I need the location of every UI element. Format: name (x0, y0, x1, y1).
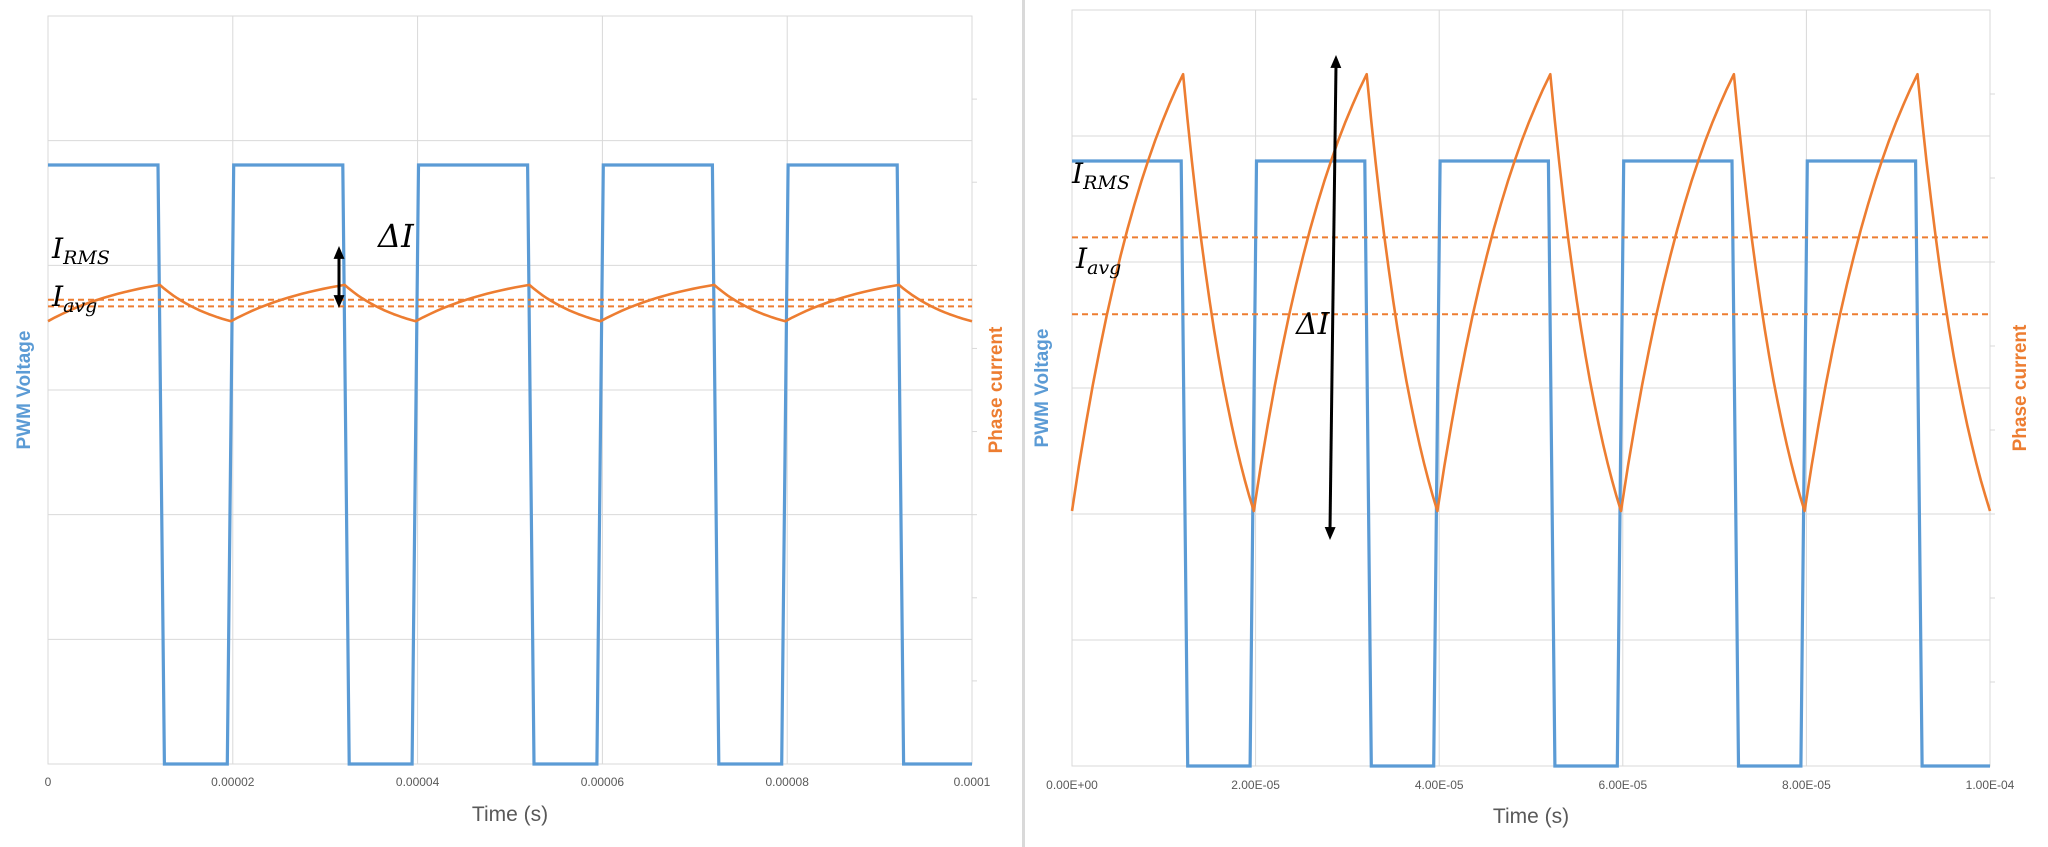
x-tick-label: 1.00E-04 (1966, 778, 2015, 792)
delta-arrow-head (1324, 527, 1336, 540)
panel-divider (1022, 0, 1025, 847)
delta-arrow-shaft (1328, 64, 1338, 531)
right-chart: 0.00E+00 2.00E-05 4.00E-05 6.00E-05 8.00E-05… (1032, 9, 2031, 828)
rms-label: IRMS (51, 232, 110, 269)
delta-arrow-head (1330, 55, 1342, 68)
x-tick-label: 0.00006 (581, 775, 625, 789)
x-tick-label: 6.00E-05 (1598, 778, 1647, 792)
delta-label: ΔI (1295, 307, 1331, 342)
y-axis-title-voltage: PWM Voltage (14, 331, 35, 450)
left-chart-panel: 0 0.00002 0.00004 0.00006 0.00008 0.0001 Time … (0, 0, 1022, 847)
right-chart-panel: 0.00E+00 2.00E-05 4.00E-05 6.00E-05 8.00E-05… (1025, 0, 2048, 847)
x-tick-label: 0.00008 (766, 775, 810, 789)
x-tick-label: 2.00E-05 (1231, 778, 1280, 792)
x-tick-label: 4.00E-05 (1415, 778, 1464, 792)
x-axis-title: Time (s) (1493, 805, 1569, 828)
avg-label: Iavg (1075, 242, 1121, 279)
x-tick-label: 0.0001 (954, 775, 991, 789)
rms-label: IRMS (1071, 157, 1130, 194)
x-tick-label: 0.00E+00 (1046, 778, 1098, 792)
avg-label: Iavg (51, 280, 97, 317)
pwm-voltage-series (48, 163, 972, 766)
x-tick-label: 8.00E-05 (1782, 778, 1831, 792)
phase-current-series (1070, 72, 1992, 513)
delta-label: ΔI (376, 217, 415, 255)
pwm-voltage-series (1072, 159, 1990, 768)
phase-current-series (47, 283, 973, 323)
delta-arrow-head (333, 246, 345, 259)
x-tick-label: 0 (45, 775, 52, 789)
delta-arrow-head (333, 295, 345, 308)
x-tick-label: 0.00004 (396, 775, 440, 789)
y-axis-title-current: Phase current (2010, 324, 2031, 451)
y-axis-title-current: Phase current (986, 326, 1007, 453)
left-chart: 0 0.00002 0.00004 0.00006 0.00008 0.0001 Time … (14, 15, 1007, 826)
x-axis-title: Time (s) (472, 803, 548, 826)
x-tick-label: 0.00002 (211, 775, 255, 789)
y-axis-title-voltage: PWM Voltage (1032, 329, 1053, 448)
